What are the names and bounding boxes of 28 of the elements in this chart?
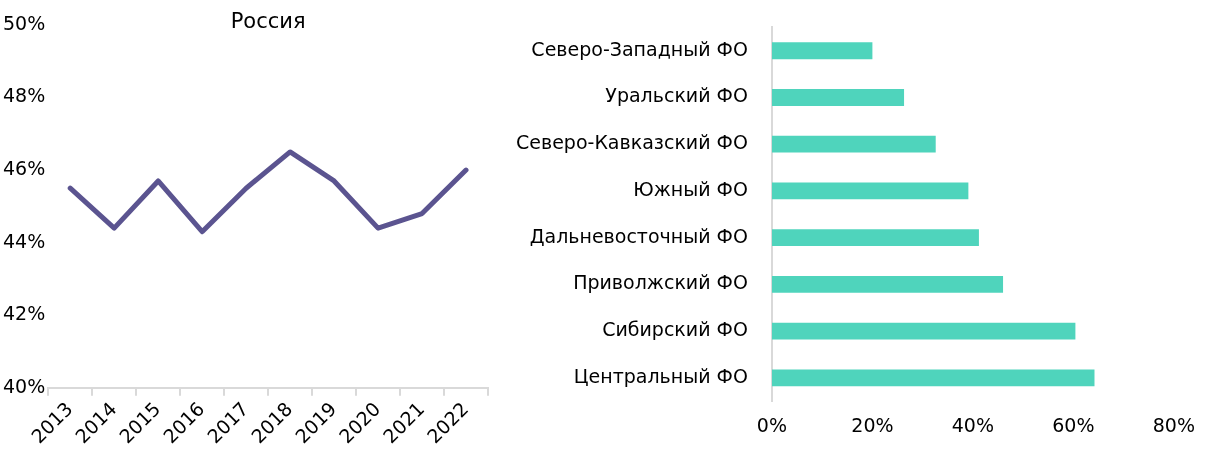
y-tick-label: 48% [3,84,46,107]
y-tick-label: Приволжский ФО [573,271,748,294]
x-tick-label: 80% [1152,413,1195,436]
y-tick-label: Северо-Кавказский ФО [516,131,748,154]
y-tick-label: 46% [3,157,46,180]
bar [771,135,936,153]
bar [771,182,969,200]
bar [771,42,873,60]
y-tick-label: 42% [3,302,46,325]
y-tick-label: Центральный ФО [573,364,748,387]
bar [771,229,979,247]
x-tick-label: 40% [951,413,995,436]
x-tick-label: 60% [1052,413,1095,436]
x-tick-label: 0% [756,413,787,436]
chart-title: Россия [230,9,306,34]
bar [771,322,1076,340]
bar [771,89,905,106]
bar [771,369,1095,387]
bar [771,275,1004,293]
y-tick-label: Южный ФО [633,177,748,200]
x-tick-label: 20% [851,413,894,436]
y-tick-label: Сибирский ФО [602,318,748,341]
y-tick-label: Северо-Западный ФО [531,37,748,60]
y-tick-label: 40% [3,374,46,397]
y-tick-label: Уральский ФО [605,84,748,107]
y-tick-label: 50% [3,11,46,34]
y-tick-label: Дальневосточный ФО [529,224,748,247]
y-tick-label: 44% [3,229,46,252]
